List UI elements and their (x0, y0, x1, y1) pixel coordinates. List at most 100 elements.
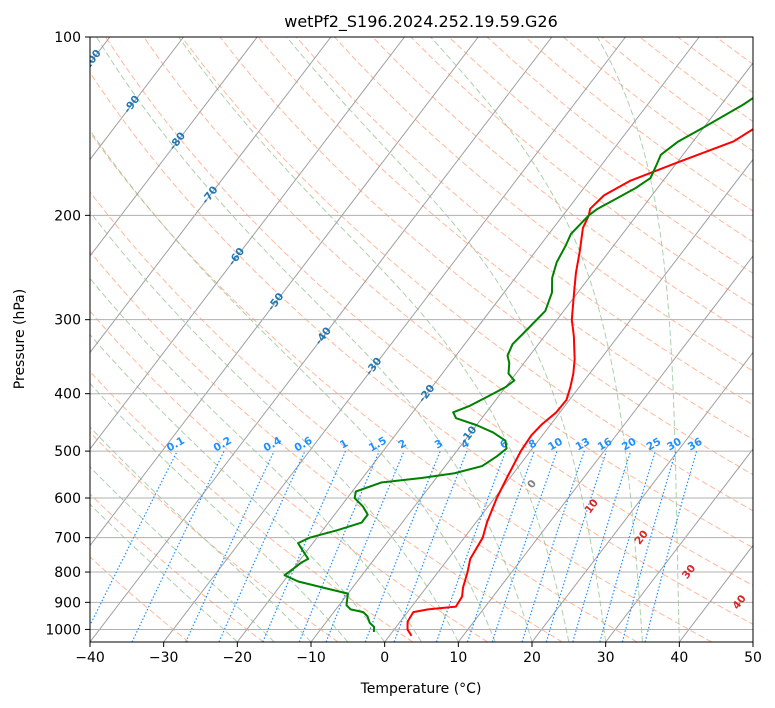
x-tick-label: 50 (744, 650, 762, 666)
dry-adiabat (143, 37, 753, 549)
y-tick-label: 100 (54, 30, 81, 46)
dry-adiabat (372, 37, 753, 339)
y-tick-label: 400 (54, 387, 81, 403)
isotherm-line (531, 351, 753, 642)
y-tick-label: 900 (54, 595, 81, 611)
moist-adiabat (90, 333, 386, 642)
x-tick-label: 10 (449, 650, 467, 666)
x-tick-label: 20 (523, 650, 541, 666)
isotherm-line (236, 37, 700, 642)
moist-adiabat (96, 37, 533, 642)
y-axis: 100 200 300 400 500 600 700 800 900 1000 (45, 30, 90, 638)
mixing-ratio-line (325, 450, 405, 642)
line-labels: 0.1 0.2 0.4 0.6 1 1.5 2 3 4 6 8 10 13 16 20 25 30 36-100-… (90, 47, 749, 612)
isotherm-line (605, 448, 753, 642)
y-tick-label: 800 (54, 565, 81, 581)
mixing-ratio-line (599, 450, 656, 642)
mixing-ratio-line (298, 450, 380, 642)
dry-adiabat (90, 250, 563, 642)
mixing-ratio-line (435, 450, 507, 642)
isotherm-line (163, 37, 626, 642)
mixing-ratio-line (90, 450, 178, 627)
isotherm-label: -60 (226, 246, 247, 268)
moist-adiabat (286, 37, 607, 642)
mixing-ratio-line (521, 450, 585, 642)
dry-adiabat (90, 431, 339, 642)
x-tick-label: −30 (149, 650, 179, 666)
dewpoint-line (283, 96, 753, 633)
dry-adiabat (90, 131, 712, 642)
isotherm-line (90, 37, 553, 642)
moist-adiabat (90, 211, 459, 642)
y-tick-label: 200 (54, 208, 81, 224)
isotherm-line (90, 37, 405, 450)
mixing-ratio-line (364, 450, 441, 642)
dry-adiabat (524, 37, 753, 212)
mixing-ratio-line (545, 450, 608, 642)
isotherm-line (90, 37, 258, 257)
x-tick-label: 0 (380, 650, 389, 666)
mixing-ratio-line (491, 450, 558, 642)
moist-adiabat (90, 426, 312, 642)
warm-isotherm-label: 40 (730, 593, 748, 612)
isotherm-label: -20 (416, 383, 437, 405)
moist-adiabat (90, 382, 349, 642)
isotherm-line (90, 37, 332, 354)
dry-adiabat (90, 310, 488, 642)
dry-adiabat (715, 37, 753, 65)
isotherm-line (90, 37, 479, 547)
plot-frame (89, 36, 754, 643)
y-axis-label: Pressure (hPa) (12, 289, 28, 389)
x-tick-label: −20 (223, 650, 253, 666)
x-tick-label: 30 (597, 650, 615, 666)
y-tick-label: 300 (54, 313, 81, 329)
moist-adiabat (90, 277, 422, 642)
y-tick-label: 1000 (45, 622, 81, 638)
isotherm-label: -30 (363, 355, 384, 377)
mixing-ratio-line (621, 450, 677, 642)
dry-adiabat (334, 37, 753, 372)
x-axis: −40 −30 −20 −10 0 10 20 30 40 50 (75, 642, 762, 666)
isotherm-line (457, 255, 753, 642)
mixing-ratio-line (466, 450, 535, 642)
isotherm-label: -70 (199, 184, 220, 206)
mixing-ratio-line (262, 450, 347, 642)
dry-adiabat (90, 191, 638, 642)
isotherm-label: -80 (167, 130, 188, 152)
background-lines (90, 37, 775, 642)
chart-title: wetPf2_S196.2024.252.19.59.G26 (284, 12, 558, 32)
mixing-ratio-line (644, 450, 698, 642)
y-tick-label: 600 (54, 491, 81, 507)
mixing-ratio-label: 3 (433, 437, 445, 451)
dry-adiabat (90, 556, 190, 642)
mixing-ratio-line (185, 450, 275, 642)
isotherm-label: -40 (313, 325, 334, 347)
isotherm-label: -90 (121, 93, 142, 115)
x-tick-label: −40 (75, 650, 105, 666)
dry-adiabat (257, 37, 753, 440)
dry-adiabat (486, 37, 753, 243)
profile-lines (283, 96, 753, 637)
moist-adiabat (90, 466, 275, 642)
mixing-ratio-line (393, 450, 468, 642)
y-tick-label: 700 (54, 531, 81, 547)
temperature-line (406, 128, 753, 637)
mixing-ratio-line (572, 450, 632, 642)
dry-adiabat (105, 37, 753, 587)
dry-adiabat (181, 37, 753, 512)
moist-adiabat (90, 129, 496, 642)
isotherm-line (90, 37, 184, 161)
dry-adiabat (90, 370, 414, 642)
moist-adiabat (430, 37, 643, 642)
isotherm-label: -50 (265, 291, 286, 313)
warm-isotherm-label: 30 (680, 563, 698, 582)
y-tick-label: 500 (54, 444, 81, 460)
mixing-ratio-line (218, 450, 306, 642)
x-tick-label: 40 (670, 650, 688, 666)
x-tick-label: −10 (296, 650, 326, 666)
isotherm-line (678, 544, 753, 642)
isotherm-line (310, 62, 753, 642)
isotherm-line (384, 158, 753, 642)
dry-adiabat (754, 37, 775, 642)
